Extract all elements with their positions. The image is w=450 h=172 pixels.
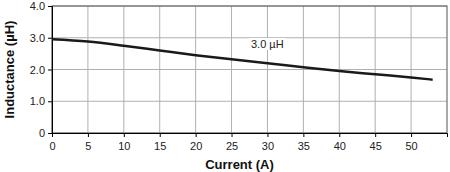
y-tick: 2.0 xyxy=(30,64,52,76)
y-tick: 1.0 xyxy=(30,95,52,107)
x-tick-label: 5 xyxy=(85,140,91,152)
y-tick-label: 3.0 xyxy=(30,32,45,44)
x-tick-label: 35 xyxy=(298,140,310,152)
x-tick-label: 30 xyxy=(262,140,274,152)
x-tick: 20 xyxy=(190,133,202,152)
y-tick-mark xyxy=(48,101,52,102)
y-tick-label: 1.0 xyxy=(30,95,45,107)
x-tick: 10 xyxy=(118,133,130,152)
x-tick-mark xyxy=(160,133,161,137)
grid xyxy=(52,6,447,133)
x-tick: 30 xyxy=(262,133,274,152)
x-tick-mark xyxy=(124,133,125,137)
x-tick: 0 xyxy=(49,133,55,152)
y-tick-mark xyxy=(48,38,52,39)
grid-line-y xyxy=(52,101,447,102)
marks xyxy=(52,39,433,79)
x-tick-mark xyxy=(303,133,304,137)
x-tick-label: 45 xyxy=(370,140,382,152)
x-tick-mark xyxy=(232,133,233,137)
x-tick: 40 xyxy=(334,133,346,152)
y-tick-mark xyxy=(48,133,52,134)
grid-line-y xyxy=(52,69,447,70)
x-tick: 50 xyxy=(405,133,417,152)
annotation-bg xyxy=(249,38,286,50)
x-tick-mark xyxy=(339,133,340,137)
y-axis-title: Inductance (µH) xyxy=(2,21,17,119)
chart: 0 5 10 15 20 25 30 35 40 45 50 0 1.0 2.0 3.0 4.0 3.0 µH C… xyxy=(0,0,450,172)
x-tick: 15 xyxy=(154,133,166,152)
y-axis: 0 1.0 2.0 3.0 4.0 xyxy=(30,0,53,139)
plot-frame xyxy=(52,6,447,133)
x-tick-label: 40 xyxy=(334,140,346,152)
x-tick-mark xyxy=(375,133,376,137)
x-tick-label: 20 xyxy=(190,140,202,152)
x-tick-label: 15 xyxy=(154,140,166,152)
x-tick: 5 xyxy=(85,133,91,152)
x-tick-mark xyxy=(88,133,89,137)
plot: 0 5 10 15 20 25 30 35 40 45 50 0 1.0 2.0 3.0 4.0 3.0 µH xyxy=(30,0,448,152)
y-tick-label: 2.0 xyxy=(30,64,45,76)
x-axis: 0 5 10 15 20 25 30 35 40 45 50 xyxy=(49,133,447,152)
y-tick: 3.0 xyxy=(30,32,52,44)
x-tick: 35 xyxy=(298,133,310,152)
x-tick-label: 10 xyxy=(118,140,130,152)
y-axis-line xyxy=(48,7,53,134)
x-axis-title: Current (A) xyxy=(205,157,274,172)
x-tick-label: 25 xyxy=(226,140,238,152)
x-tick: 45 xyxy=(370,133,382,152)
x-tick-label: 50 xyxy=(405,140,417,152)
y-tick-label: 4.0 xyxy=(30,0,45,12)
y-tick: 4.0 xyxy=(30,0,52,12)
annotation: 3.0 µH xyxy=(251,38,284,50)
x-axis-line xyxy=(53,134,448,138)
x-tick-label: 0 xyxy=(49,140,55,152)
x-tick: 25 xyxy=(226,133,238,152)
x-tick-mark xyxy=(411,133,412,137)
y-tick-mark xyxy=(48,6,52,7)
y-tick-mark xyxy=(48,70,52,71)
y-tick: 0 xyxy=(39,127,52,139)
x-tick-mark xyxy=(196,133,197,137)
x-tick-mark xyxy=(267,133,268,137)
y-tick-label: 0 xyxy=(39,127,45,139)
line xyxy=(52,39,433,79)
